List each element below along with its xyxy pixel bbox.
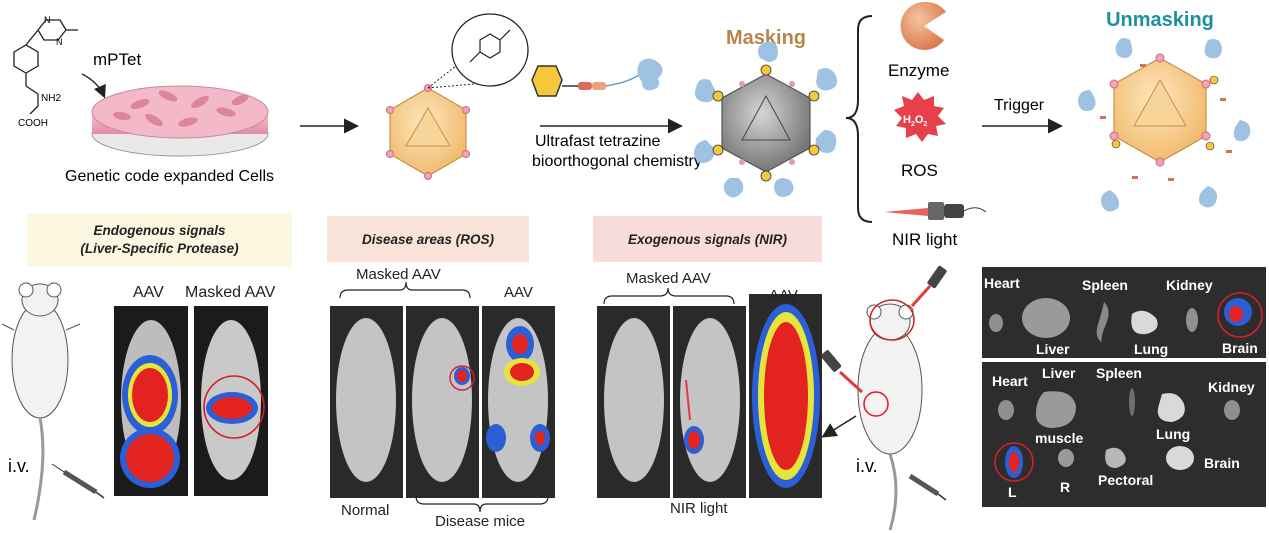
organ-label-lung: Lung: [1156, 426, 1191, 442]
exogenous-title: Exogenous signals (NIR): [627, 232, 788, 247]
highlight-circle: [203, 375, 265, 439]
heatmap-blob: [512, 334, 528, 354]
syringe-icon: [908, 473, 947, 501]
brain-highlight-circle: [1217, 292, 1263, 338]
organ-label-lung: Lung: [1134, 341, 1169, 357]
h2o2-label: H2O2: [903, 114, 927, 128]
mouse-cartoon-left: [1, 282, 81, 521]
nh2-label: NH2: [41, 93, 61, 104]
heatmap-blob: [457, 370, 467, 382]
enzyme-icon: [900, 1, 946, 50]
masked-capsid: [694, 41, 837, 198]
tetrazine-n-label: N: [44, 15, 51, 25]
organs-image-bottom: [982, 362, 1266, 507]
organ-label-heart: Heart: [984, 275, 1020, 291]
brace-masked-aav: [603, 287, 735, 305]
tetrazine-n-label: N: [56, 37, 63, 47]
arrow-to-nir-panel: [821, 415, 857, 438]
highlight-circle: [449, 365, 475, 391]
nir-pointer-icon: [820, 350, 864, 394]
mouse-photo: [604, 318, 664, 482]
organ-label-brain: Brain: [1204, 455, 1240, 471]
head-highlight-circle: [869, 299, 915, 341]
unmasking-title: Unmasking: [1106, 9, 1214, 31]
nir-pointer-icon: [910, 265, 947, 308]
nir-masked-aav-label: Masked AAV: [626, 270, 711, 287]
chem-caption-line1: Ultrafast tetrazine: [535, 133, 660, 150]
organ-label-r: R: [1060, 479, 1071, 495]
endogenous-title-line2: (Liver-Specific Protease): [80, 241, 239, 256]
organ-label-pectoral: Pectoral: [1098, 472, 1154, 488]
trigger-label: Trigger: [994, 97, 1045, 114]
mouse-photo: [336, 318, 396, 482]
ros-star-icon: [894, 92, 946, 142]
unmasked-capsid: [1078, 38, 1251, 212]
organ-label-muscle: muscle: [1035, 430, 1084, 446]
zoom-bubble: [451, 13, 529, 87]
masking-title: Masking: [726, 27, 806, 49]
organ-label-spleen: Spleen: [1082, 277, 1128, 293]
endo-masked-aav-label: Masked AAV: [185, 284, 276, 301]
aav-capsid: [386, 84, 470, 180]
mptet-label: mPTet: [93, 50, 141, 69]
trigger-bracket: [845, 15, 873, 223]
syringe-icon: [51, 463, 105, 499]
heatmap-blob: [764, 322, 808, 470]
heatmap-blob: [688, 431, 700, 449]
curved-arrow: [81, 73, 106, 99]
heatmap-blob: [535, 431, 545, 445]
organ-label-heart: Heart: [992, 373, 1028, 389]
exogenous-title-box: [593, 216, 822, 262]
organ-label-liver: Liver: [1042, 365, 1076, 381]
organ-label-brain: Brain: [1222, 340, 1258, 356]
leg-highlight-circle: [863, 391, 889, 417]
endogenous-title: Endogenous signals (Liver-Specific Prote…: [27, 222, 292, 258]
nir-aav-label: AAV: [769, 287, 798, 304]
organ-shapes-top: [989, 298, 1252, 342]
heatmap-blob: [486, 424, 506, 452]
cooh-label: COOH: [18, 118, 48, 129]
ros-masked-aav-label: Masked AAV: [356, 266, 441, 283]
brace-masked-aav: [339, 281, 471, 299]
nir-flashlight-icon: [884, 202, 987, 220]
heatmap-blob: [132, 368, 168, 422]
organ-label-kidney: Kidney: [1208, 379, 1255, 395]
cells-caption: Genetic code expanded Cells: [65, 168, 274, 185]
chem-caption-line2: bioorthogonal chemistry: [532, 153, 702, 170]
nir-beam: [685, 379, 691, 421]
organ-label-liver: Liver: [1036, 341, 1070, 357]
endogenous-title-box: [27, 214, 292, 266]
tetrazine-ring: [469, 29, 511, 63]
enzyme-label: Enzyme: [888, 61, 949, 80]
endo-aav-label: AAV: [133, 284, 164, 301]
heatmap-blob: [510, 363, 534, 381]
mouse-cartoon-right: [857, 303, 923, 531]
disease-title-box: [327, 216, 529, 262]
organ-label-l: L: [1008, 484, 1017, 500]
ros-label: ROS: [901, 161, 938, 180]
ros-aav-label: AAV: [504, 284, 533, 301]
disease-title: Disease areas (ROS): [361, 232, 495, 247]
endogenous-title-line1: Endogenous signals: [93, 223, 226, 238]
iv-right-label: i.v.: [856, 456, 878, 476]
petri-dish: [91, 85, 269, 157]
iv-left-label: i.v.: [8, 456, 30, 476]
mptet-molecule: [13, 19, 78, 115]
brace-disease-mice: [415, 495, 549, 513]
nir-light-label: NIR light: [892, 230, 957, 249]
heatmap-blob: [212, 397, 252, 419]
ros-normal-label: Normal: [341, 502, 390, 519]
organ-label-spleen: Spleen: [1096, 365, 1142, 381]
nir-light-caption: NIR light: [670, 500, 728, 517]
mouse-photo: [412, 318, 472, 482]
organ-shapes-bottom: [998, 388, 1240, 478]
ros-disease-mice-label: Disease mice: [435, 513, 526, 530]
tco-linker: [531, 58, 663, 97]
heatmap-blob: [126, 434, 174, 482]
organ-label-kidney: Kidney: [1166, 277, 1213, 293]
muscle-highlight-circle: [994, 442, 1034, 482]
